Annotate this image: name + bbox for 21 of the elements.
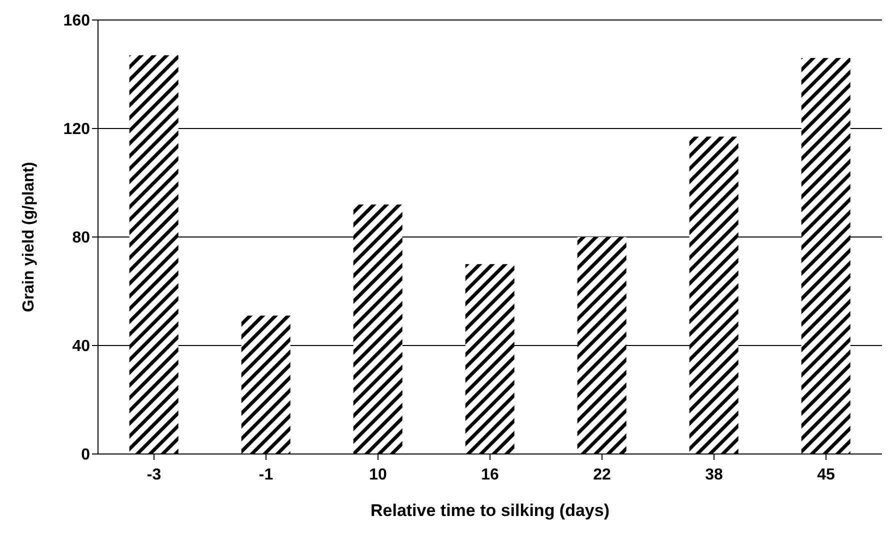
bar xyxy=(353,204,402,454)
bar xyxy=(465,264,514,454)
y-axis-title: Grain yield (g/plant) xyxy=(20,162,38,312)
y-tick-label: 120 xyxy=(63,121,90,138)
bar xyxy=(241,316,290,454)
y-tick-label: 40 xyxy=(72,338,90,356)
y-tick-label: 160 xyxy=(63,12,90,30)
x-tick-label: 45 xyxy=(817,466,835,484)
x-tick-label: -1 xyxy=(258,466,274,484)
bar xyxy=(129,55,178,454)
x-tick-label: -3 xyxy=(146,466,162,484)
x-tick-label: 38 xyxy=(705,466,723,484)
x-tick-label: 16 xyxy=(481,466,499,484)
bar xyxy=(689,136,738,454)
y-tick-label: 80 xyxy=(72,230,90,247)
bar xyxy=(577,237,626,454)
x-tick-label: 10 xyxy=(369,466,387,484)
y-tick-label: 0 xyxy=(81,446,90,464)
x-tick-label: 22 xyxy=(593,466,611,484)
bar xyxy=(801,58,850,454)
x-axis-title: Relative time to silking (days) xyxy=(370,501,610,520)
